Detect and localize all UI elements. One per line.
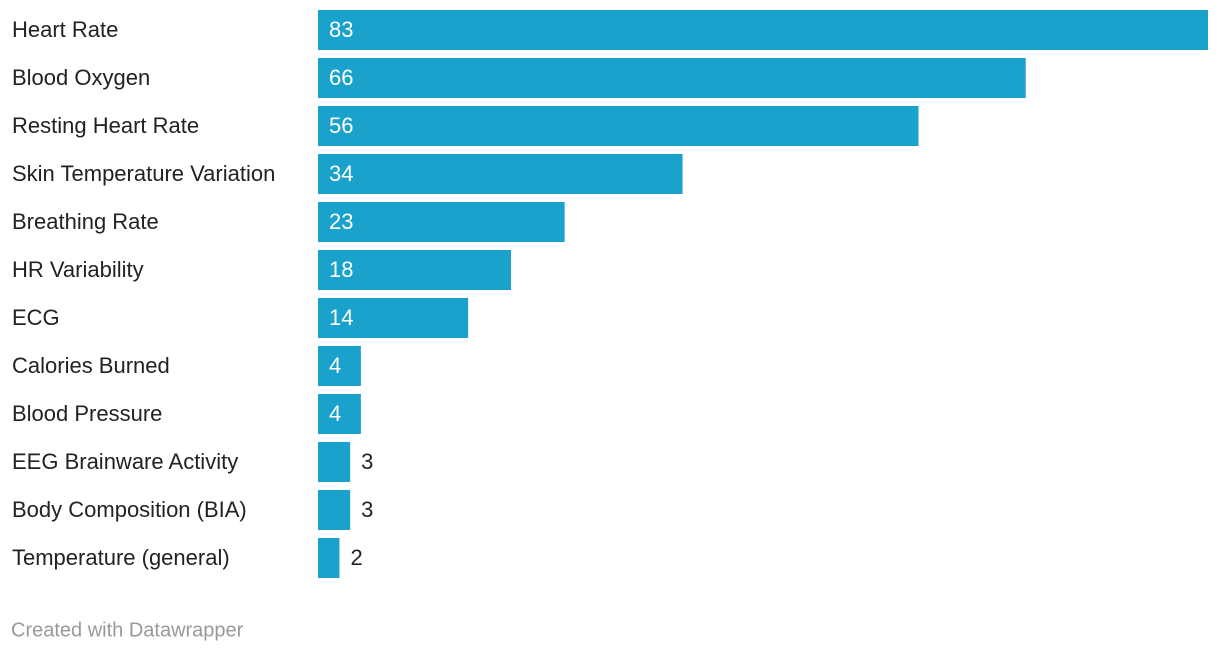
bar <box>318 394 361 434</box>
value-label: 4 <box>329 353 341 378</box>
value-label: 2 <box>350 545 362 570</box>
category-label: Breathing Rate <box>12 209 159 234</box>
bar <box>318 442 351 482</box>
bar <box>318 58 1026 98</box>
category-label: Calories Burned <box>12 353 170 378</box>
value-label: 4 <box>329 401 341 426</box>
footer: Created with Datawrapper <box>11 619 244 641</box>
category-label: Temperature (general) <box>12 545 230 570</box>
category-label: EEG Brainware Activity <box>12 449 238 474</box>
bar <box>318 202 565 242</box>
value-label: 34 <box>329 161 353 186</box>
bar <box>318 490 351 530</box>
category-label: Resting Heart Rate <box>12 113 199 138</box>
value-label: 56 <box>329 113 353 138</box>
category-label: ECG <box>12 305 60 330</box>
bar <box>318 250 512 290</box>
value-label: 3 <box>361 497 373 522</box>
value-label: 14 <box>329 305 353 330</box>
category-label: Skin Temperature Variation <box>12 161 275 186</box>
value-label: 66 <box>329 65 353 90</box>
bar <box>318 154 683 194</box>
category-label: Blood Oxygen <box>12 65 150 90</box>
value-label: 3 <box>361 449 373 474</box>
bar <box>318 10 1208 50</box>
bar <box>318 106 919 146</box>
category-label: Heart Rate <box>12 17 118 42</box>
bar <box>318 538 340 578</box>
category-label: Body Composition (BIA) <box>12 497 247 522</box>
value-label: 18 <box>329 257 353 282</box>
value-label: 83 <box>329 17 353 42</box>
category-label: HR Variability <box>12 257 144 282</box>
bar <box>318 298 469 338</box>
bar <box>318 346 361 386</box>
category-label: Blood Pressure <box>12 401 162 426</box>
value-label: 23 <box>329 209 353 234</box>
